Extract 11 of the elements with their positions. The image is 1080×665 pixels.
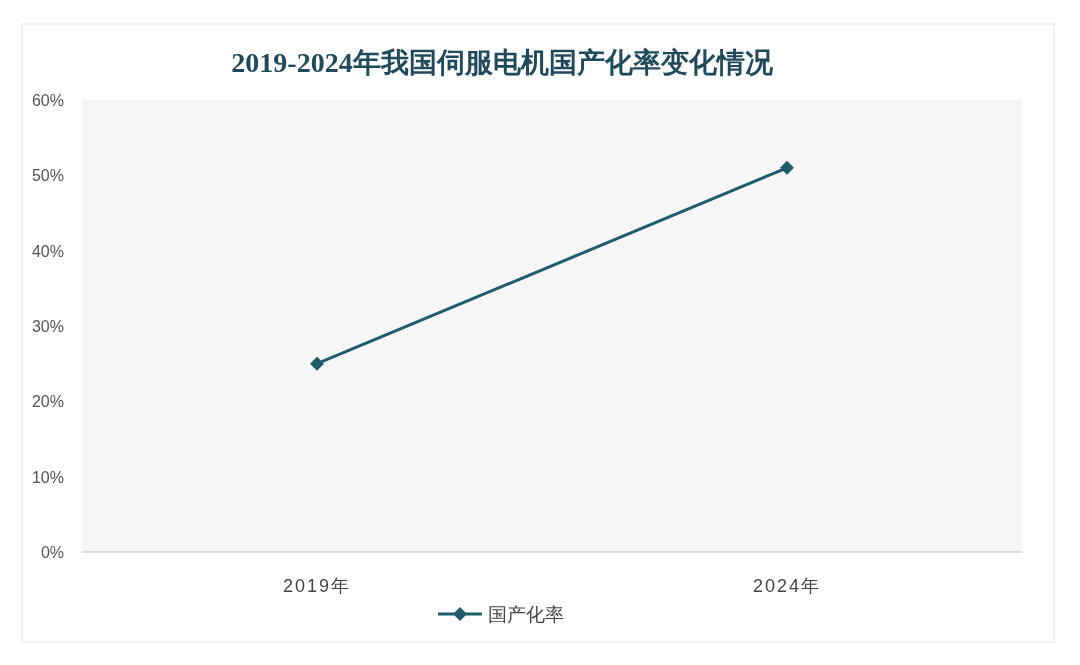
y-tick-label: 30% — [31, 318, 64, 335]
y-tick-label: 20% — [31, 393, 64, 411]
y-tick-label: 50% — [31, 167, 64, 185]
y-tick-label: 10% — [31, 468, 64, 486]
legend-label: 国产化率 — [488, 604, 564, 625]
chart-title: 2019-2024年我国伺服电机国产化率变化情况 — [231, 47, 774, 78]
x-tick-label: 2019年 — [282, 576, 352, 596]
y-tick-label: 40% — [31, 242, 64, 260]
y-tick-label: 60% — [31, 92, 64, 109]
x-tick-label: 2024年 — [752, 576, 822, 596]
y-tick-label: 0% — [40, 544, 64, 561]
